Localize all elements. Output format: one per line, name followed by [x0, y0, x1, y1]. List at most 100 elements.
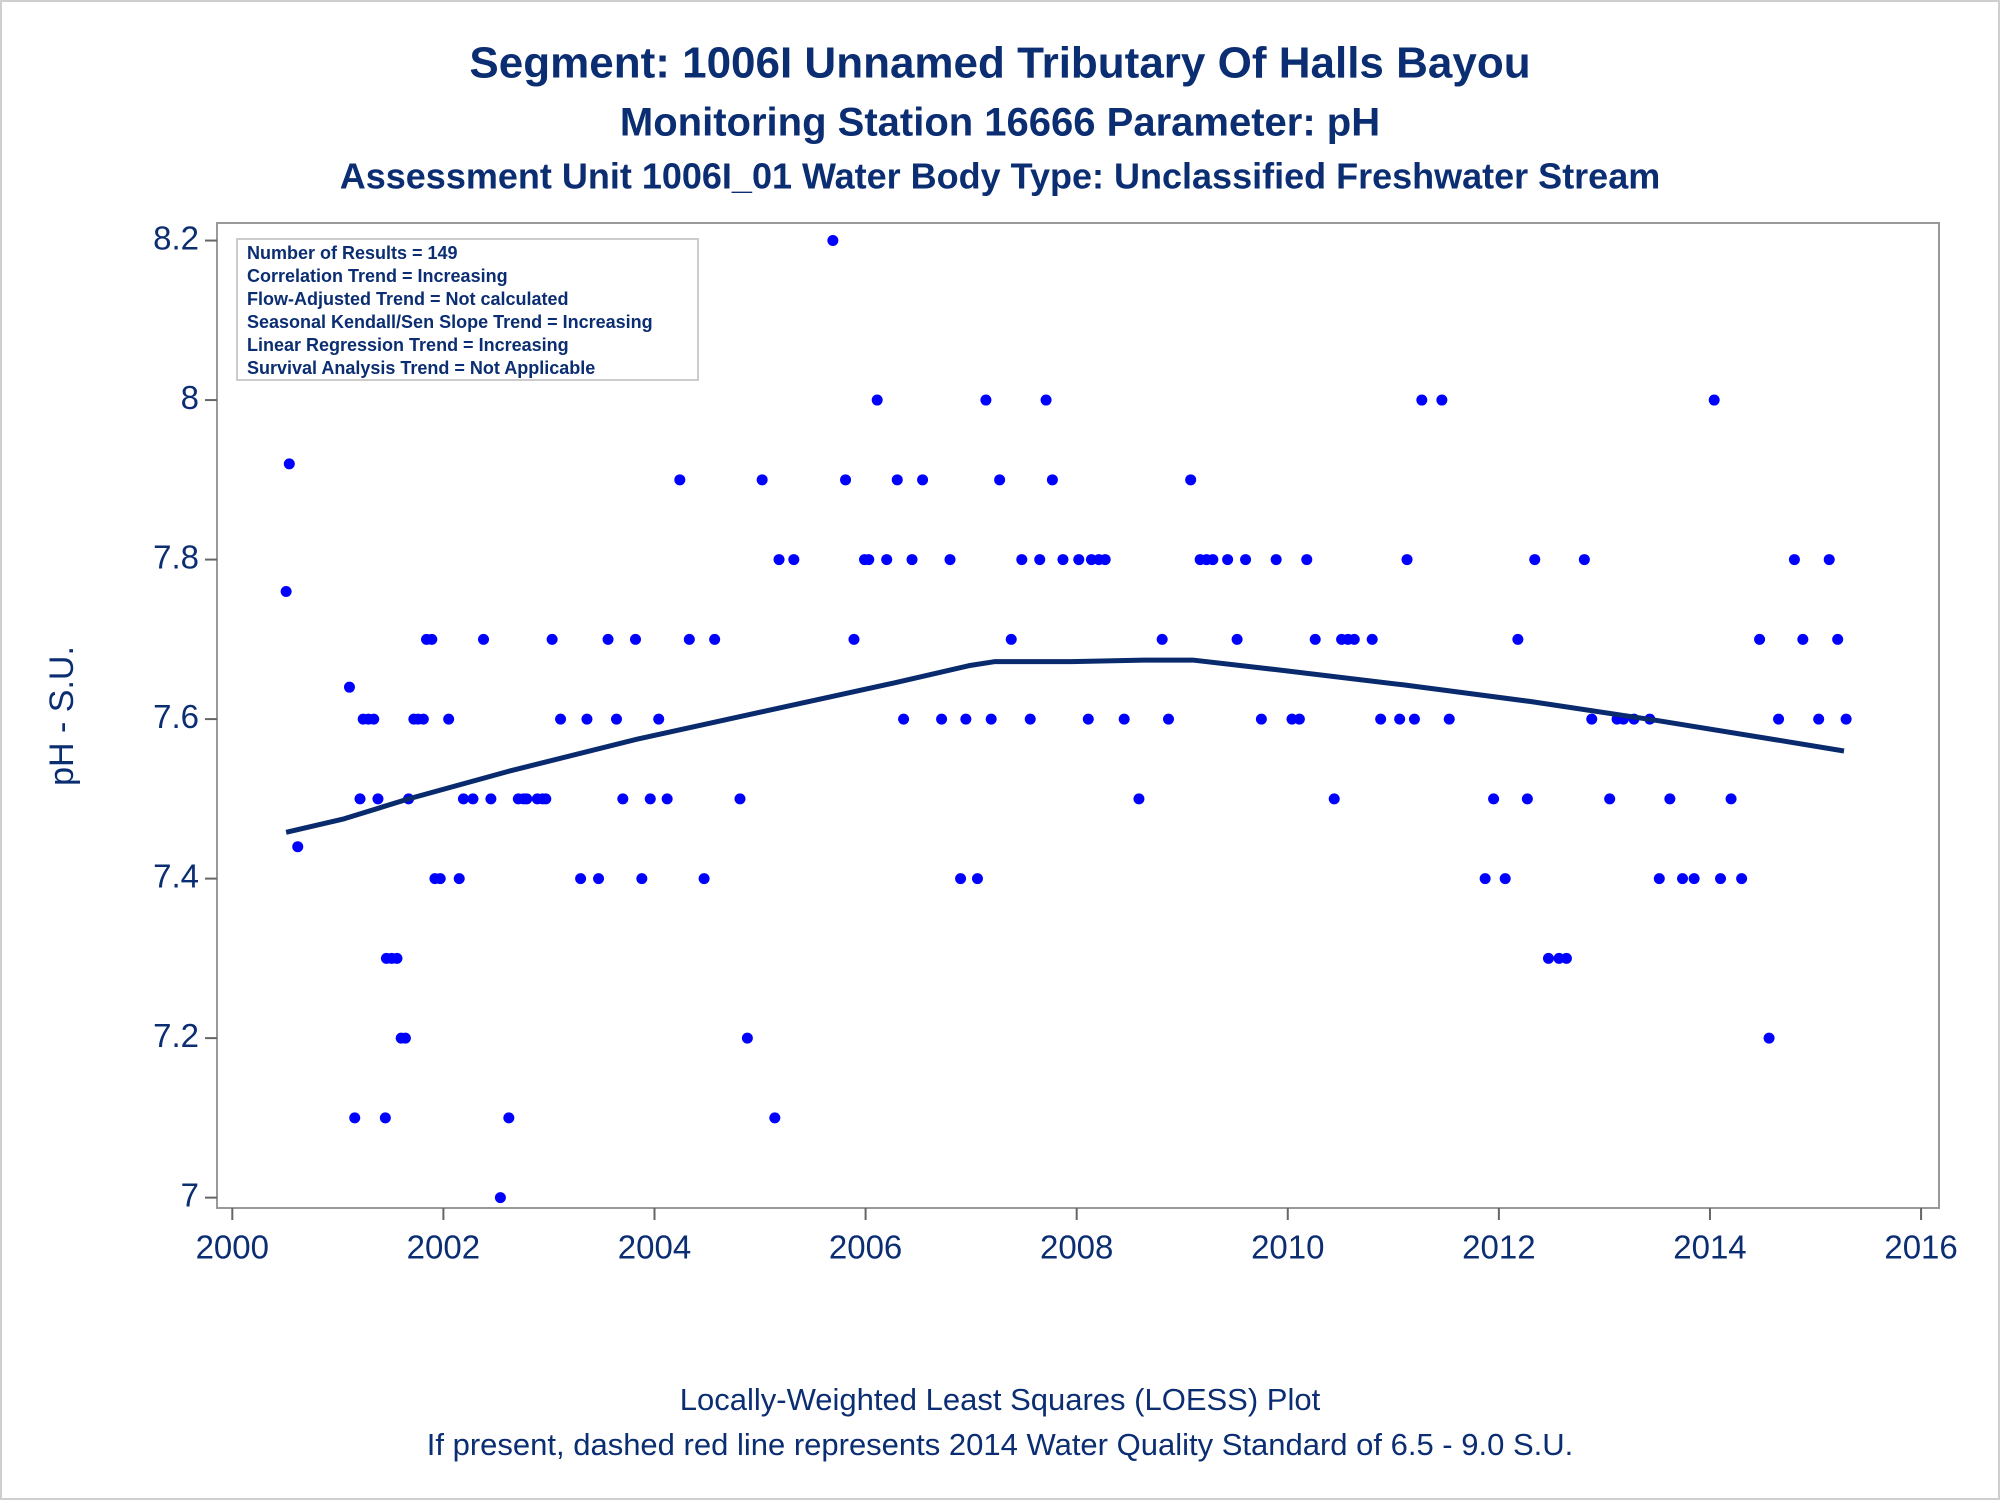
data-point — [283, 458, 295, 470]
data-point — [944, 554, 956, 566]
x-tick-label: 2002 — [407, 1229, 480, 1266]
data-point — [391, 952, 403, 964]
annotation-line: Seasonal Kendall/Sen Slope Trend = Incre… — [247, 312, 653, 332]
data-point — [478, 633, 490, 645]
footnote: If present, dashed red line represents 2… — [427, 1427, 1574, 1462]
data-point — [734, 793, 746, 805]
data-point — [617, 793, 629, 805]
data-point — [575, 873, 587, 885]
data-point — [368, 713, 380, 725]
data-point — [1788, 554, 1800, 566]
data-point — [453, 873, 465, 885]
data-point — [1763, 1032, 1775, 1044]
data-point — [443, 713, 455, 725]
annotation-line: Number of Results = 149 — [247, 243, 458, 263]
data-point — [773, 554, 785, 566]
data-point — [756, 474, 768, 486]
y-tick-label: 7.4 — [153, 857, 199, 894]
data-point — [1512, 633, 1524, 645]
data-point — [1773, 713, 1785, 725]
data-point — [292, 841, 304, 853]
data-point — [898, 713, 910, 725]
y-tick-label: 7.2 — [153, 1017, 199, 1054]
data-point — [1040, 394, 1052, 406]
data-point — [610, 713, 622, 725]
x-tick-label: 2014 — [1673, 1229, 1746, 1266]
annotation-line: Linear Regression Trend = Increasing — [247, 335, 569, 355]
data-point — [1401, 554, 1413, 566]
data-point — [1840, 713, 1852, 725]
data-point — [1293, 713, 1305, 725]
data-point — [343, 681, 355, 693]
y-tick-label: 8.2 — [153, 219, 199, 256]
annotation-box — [236, 238, 699, 381]
data-point — [485, 793, 497, 805]
data-point — [1560, 952, 1572, 964]
data-point — [1024, 713, 1036, 725]
data-point — [503, 1112, 515, 1124]
data-point — [1207, 554, 1219, 566]
data-point — [863, 554, 875, 566]
y-tick-label: 8 — [181, 379, 199, 416]
data-point — [960, 713, 972, 725]
data-point — [936, 713, 948, 725]
data-point — [1725, 793, 1737, 805]
data-point — [955, 873, 967, 885]
data-point — [354, 793, 366, 805]
x-tick-label: 2004 — [618, 1229, 691, 1266]
data-point — [1715, 873, 1727, 885]
data-point — [1185, 474, 1197, 486]
data-point — [372, 793, 384, 805]
data-point — [1578, 554, 1590, 566]
data-point — [1301, 554, 1313, 566]
data-point — [1231, 633, 1243, 645]
data-point — [399, 1032, 411, 1044]
data-point — [917, 474, 929, 486]
data-point — [1797, 633, 1809, 645]
data-point — [1488, 793, 1500, 805]
data-point — [1016, 554, 1028, 566]
data-point — [1240, 554, 1252, 566]
data-point — [434, 873, 446, 885]
data-point — [1073, 554, 1085, 566]
data-point — [741, 1032, 753, 1044]
data-point — [1542, 952, 1554, 964]
data-point — [1005, 633, 1017, 645]
data-point — [891, 474, 903, 486]
data-point — [674, 474, 686, 486]
data-point — [1133, 793, 1145, 805]
x-tick-label: 2008 — [1040, 1229, 1113, 1266]
chart-subtitle: Monitoring Station 16666 Parameter: pH — [620, 101, 1380, 145]
data-point — [1366, 633, 1378, 645]
data-point — [1823, 554, 1835, 566]
data-point — [653, 713, 665, 725]
annotation-line: Correlation Trend = Increasing — [247, 266, 508, 286]
data-point — [494, 1192, 506, 1204]
data-point — [881, 554, 893, 566]
x-tick-label: 2012 — [1462, 1229, 1535, 1266]
data-point — [683, 633, 695, 645]
data-point — [1046, 474, 1058, 486]
data-point — [417, 713, 429, 725]
data-point — [1736, 873, 1748, 885]
data-point — [709, 633, 721, 645]
data-point — [1677, 873, 1689, 885]
data-point — [980, 394, 992, 406]
y-axis-label: pH - S.U. — [43, 646, 81, 786]
data-point — [1270, 554, 1282, 566]
data-point — [698, 873, 710, 885]
data-point — [593, 873, 605, 885]
data-point — [1408, 713, 1420, 725]
data-point — [1708, 394, 1720, 406]
data-point — [1222, 554, 1234, 566]
data-point — [971, 873, 983, 885]
data-point — [871, 394, 883, 406]
chart-subtitle: Assessment Unit 1006I_01 Water Body Type… — [340, 156, 1661, 197]
data-point — [467, 793, 479, 805]
data-point — [906, 554, 918, 566]
footnote: Locally-Weighted Least Squares (LOESS) P… — [680, 1382, 1321, 1417]
data-point — [1394, 713, 1406, 725]
data-point — [1813, 713, 1825, 725]
data-point — [521, 793, 533, 805]
